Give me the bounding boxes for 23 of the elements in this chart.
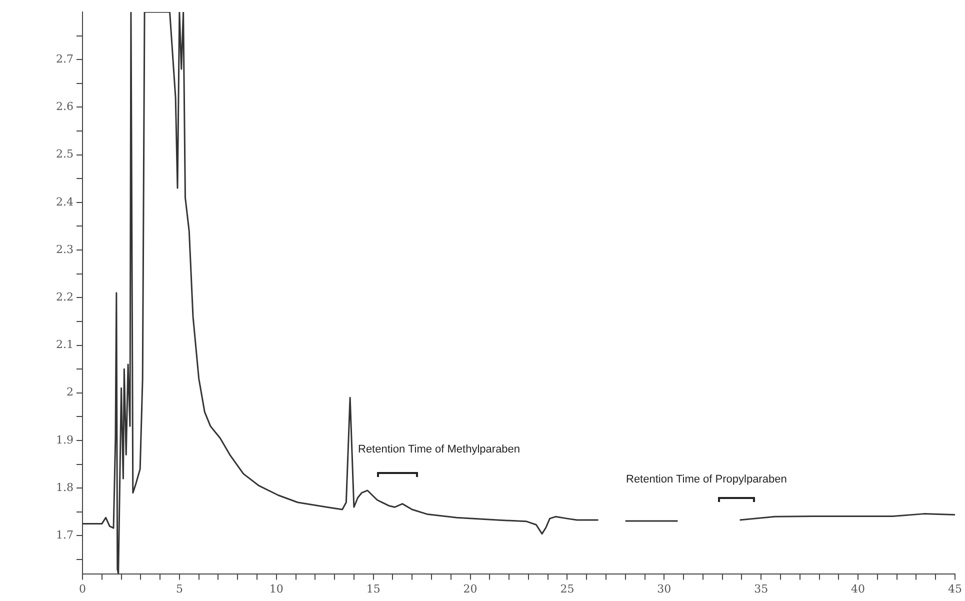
y-tick-label: 2.2 xyxy=(56,290,74,304)
x-tick-label: 10 xyxy=(269,582,284,596)
x-tick-label: 40 xyxy=(851,582,866,596)
x-tick-label: 0 xyxy=(78,582,86,596)
annotation: Retention Time of Propylparaben xyxy=(626,474,787,486)
y-tick-label: 2.6 xyxy=(56,100,74,114)
y-tick-label: 2.4 xyxy=(56,195,74,208)
x-tick-label: 25 xyxy=(560,582,574,596)
x-tick-label: 15 xyxy=(366,582,380,596)
x-tick-label: 20 xyxy=(463,582,478,596)
y-tick-label: 2.1 xyxy=(56,338,74,352)
y-tick-label: 2 xyxy=(66,386,74,399)
y-tick-label: 1.8 xyxy=(56,480,74,494)
x-tick-label: 45 xyxy=(948,582,962,596)
y-tick-label: 2.5 xyxy=(56,148,74,161)
annotation: Retention Time of Methylparaben xyxy=(358,444,520,456)
x-tick-label: 35 xyxy=(754,582,768,596)
y-tick-label: 1.9 xyxy=(56,433,74,446)
y-tick-label: 1.7 xyxy=(56,528,74,542)
x-tick-label: 5 xyxy=(176,582,183,596)
y-tick-label: 2.7 xyxy=(56,52,74,66)
y-tick-label: 2.3 xyxy=(56,242,74,256)
x-tick-label: 30 xyxy=(657,582,672,596)
